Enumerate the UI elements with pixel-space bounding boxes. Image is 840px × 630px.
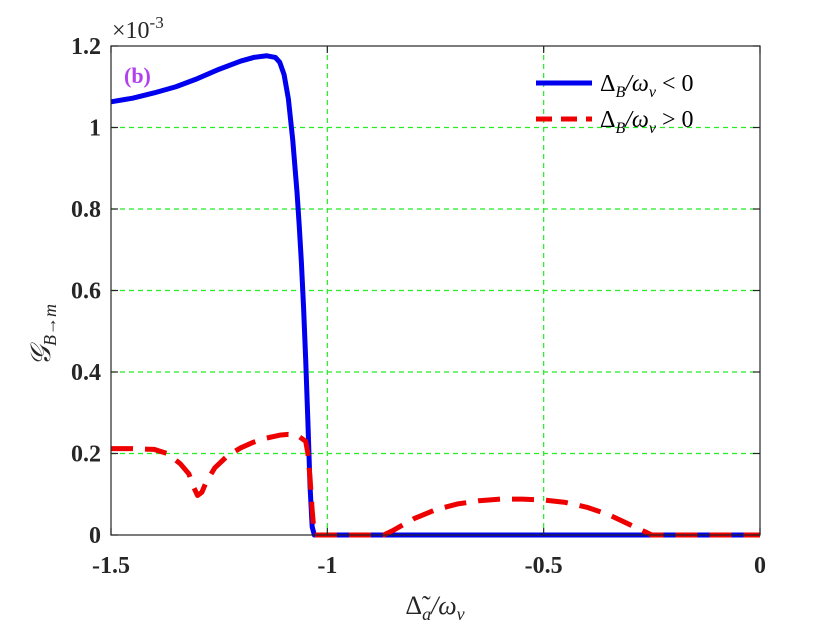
x-tick-label-2: -0.5 — [525, 553, 563, 579]
legend: ΔB/ων < 0 ΔB/ων > 0 — [536, 71, 694, 137]
legend-label-positive: ΔB/ων > 0 — [600, 107, 694, 137]
y-tick-label-3: 0.6 — [71, 279, 101, 305]
y-tick-label-6: 1.2 — [71, 34, 101, 60]
x-tick-label-3: 0 — [754, 553, 766, 579]
y-tick-label-5: 1 — [89, 116, 101, 142]
y-axis-label: 𝒢B→m — [24, 304, 60, 366]
x-axis-label: Δ̃a/ων — [405, 591, 464, 624]
y-tick-label-2: 0.4 — [71, 360, 101, 386]
series-line-positive — [111, 431, 760, 538]
legend-label-negative: ΔB/ων < 0 — [600, 71, 694, 101]
x-tick-label-1: -1 — [317, 553, 337, 579]
y-tick-label-0: 0 — [89, 523, 101, 549]
x-tick-label-0: -1.5 — [92, 553, 130, 579]
y-tick-label-4: 0.8 — [71, 197, 101, 223]
y-tick-label-1: 0.2 — [71, 442, 101, 468]
grid — [111, 46, 760, 535]
panel-label: (b) — [124, 63, 151, 88]
ticks: -1.5 -1 -0.5 0 0 0.2 0.4 0.6 0.8 1 1.2 — [71, 34, 766, 579]
y-exponent-label: ×10-3 — [112, 13, 164, 44]
